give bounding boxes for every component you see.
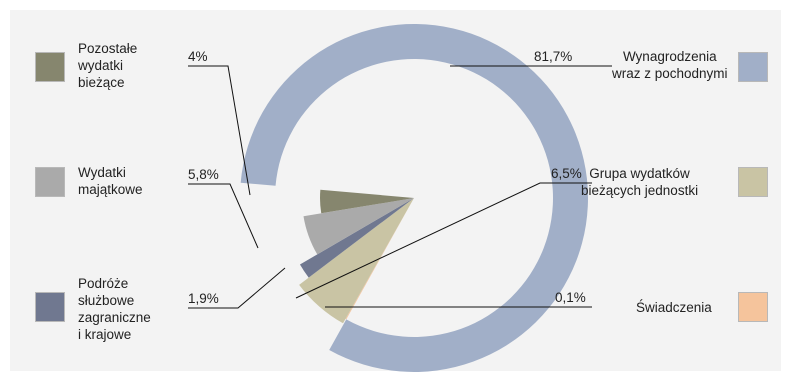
legend-label-podroze: Podróże służbowe zagraniczne i krajowe	[78, 275, 151, 343]
legend-swatch-swiadczenia	[738, 292, 768, 322]
legend-line: wraz z pochodnymi	[612, 66, 728, 81]
pie-slice	[299, 198, 414, 278]
chart-panel	[10, 10, 781, 371]
legend-line: wydatki	[78, 58, 124, 73]
legend-label-pozostale: Pozostałe wydatki bieżące	[78, 40, 137, 91]
legend-label-wydatki-majatkowe: Wydatki majątkowe	[78, 164, 143, 198]
legend-line: Świadczenia	[636, 300, 712, 315]
legend-line: majątkowe	[78, 182, 143, 197]
legend-line: i krajowe	[78, 327, 132, 342]
legend-label-swiadczenia: Świadczenia	[636, 299, 712, 316]
legend-line: Podróże	[78, 276, 129, 291]
value-label-grupa-wydatkow: 6,5%	[551, 166, 582, 181]
legend-line: Grupa wydatków	[589, 166, 690, 181]
pie-slice	[299, 198, 414, 324]
value-label-wynagrodzenia: 81,7%	[534, 49, 573, 64]
value-label-podroze: 1,9%	[188, 291, 219, 306]
value-label-swiadczenia: 0,1%	[555, 290, 586, 305]
legend-line: Wydatki	[78, 165, 126, 180]
legend-swatch-wydatki-majatkowe	[35, 167, 65, 197]
value-label-pozostale: 4%	[188, 49, 208, 64]
legend-swatch-wynagrodzenia	[738, 52, 768, 82]
legend-line: służbowe	[78, 293, 135, 308]
leader-line	[188, 267, 286, 309]
legend-line: bieżące	[78, 75, 125, 90]
leader-line	[188, 65, 251, 196]
legend-line: zagraniczne	[78, 310, 151, 325]
pie-slice	[320, 189, 414, 214]
legend-line: bieżących jednostki	[581, 183, 699, 198]
legend-swatch-podroze	[35, 292, 65, 322]
legend-swatch-grupa-wydatkow	[738, 167, 768, 197]
legend-swatch-pozostale	[35, 52, 65, 82]
legend-label-grupa-wydatkow: Grupa wydatków bieżących jednostki	[581, 165, 698, 199]
legend-line: Pozostałe	[78, 41, 138, 56]
legend-line: Wynagrodzenia	[622, 49, 717, 64]
leader-line	[295, 182, 592, 299]
pie-slice	[240, 24, 589, 373]
value-label-wydatki-majatkowe: 5,8%	[188, 167, 219, 182]
leader-line	[188, 183, 259, 249]
pie-slice	[303, 198, 414, 255]
legend-label-wynagrodzenia: Wynagrodzenia wraz z pochodnymi	[612, 48, 728, 82]
